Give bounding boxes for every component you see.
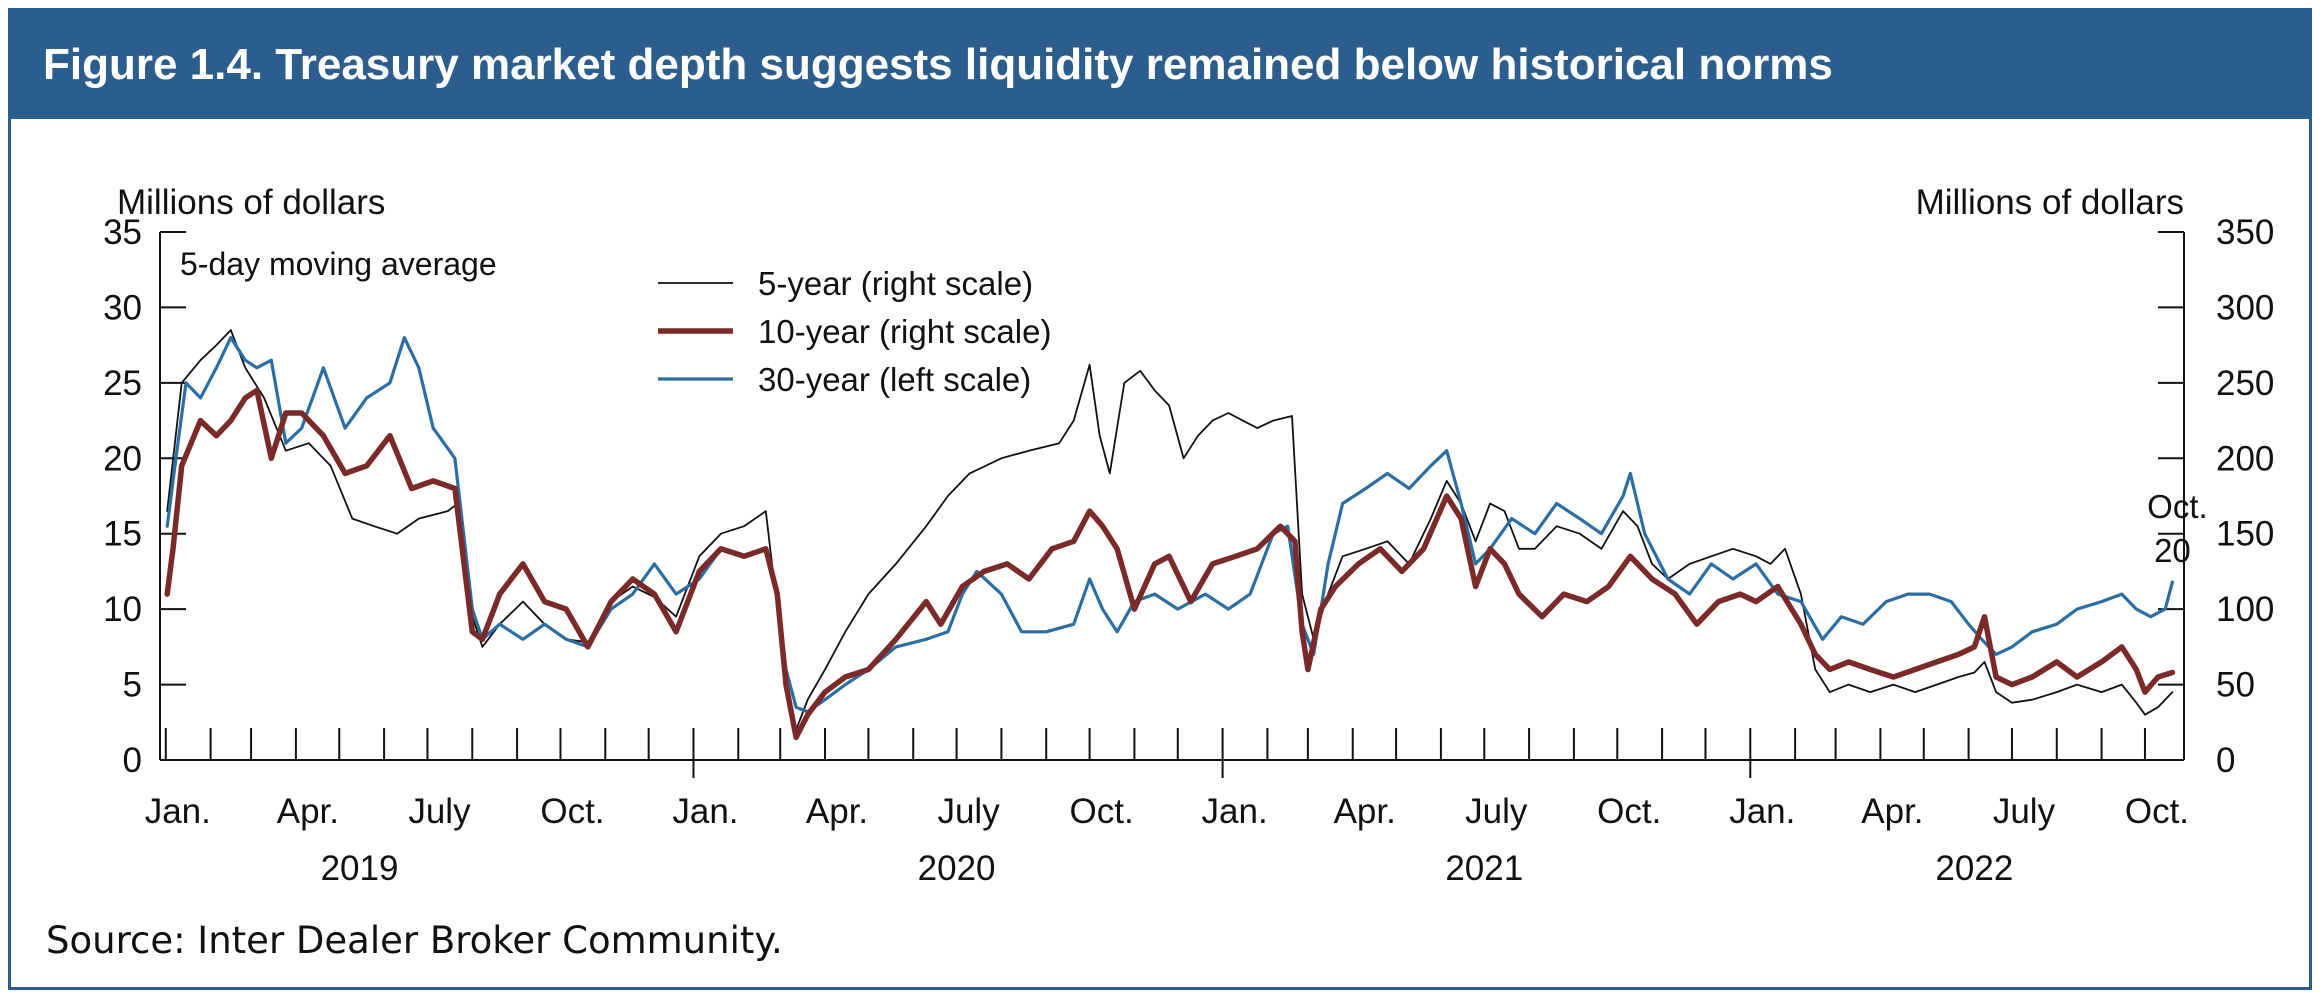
title-bar: Figure 1.4. Treasury market depth sugges… [11,11,2309,119]
series-line-3 [165,336,2174,714]
end-annotation-line2: 20 [2154,532,2191,569]
figure-title: Figure 1.4. Treasury market depth sugges… [43,40,1833,89]
x-month-label: July [1993,792,2056,831]
x-month-label: Oct. [1070,792,1134,831]
x-month-label: Apr. [1334,792,1396,831]
source-note: Source: Inter Dealer Broker Community. [46,919,783,962]
x-month-label: Oct. [1597,792,1661,831]
right-tick-label: 0 [2216,741,2235,780]
series-layer [164,329,2176,741]
end-annotation-line1: Oct. [2147,488,2208,525]
right-tick-label: 100 [2216,590,2274,629]
x-month-label: Jan. [1202,792,1268,831]
x-year-label: 2019 [321,849,399,888]
figure-frame: Figure 1.4. Treasury market depth sugges… [8,8,2312,990]
x-year-label: 2022 [1935,849,2013,888]
x-month-label: Apr. [1861,792,1923,831]
legend-label-3: 30-year (left scale) [758,361,1031,398]
left-tick-label: 20 [103,439,142,478]
right-tick-label: 50 [2216,666,2255,705]
left-tick-label: 25 [103,364,142,403]
left-tick-label: 0 [123,741,142,780]
left-tick-label: 15 [103,515,142,554]
x-month-label: July [937,792,1000,831]
left-tick-label: 5 [123,666,142,705]
right-axis-label: Millions of dollars [1916,183,2184,222]
right-tick-label: 200 [2216,439,2274,478]
x-month-label: Jan. [145,792,211,831]
right-tick-label: 300 [2216,288,2274,327]
series-line-2 [164,387,2176,741]
left-axis-label: Millions of dollars [117,183,385,222]
legend: 5-year (right scale) 10-year (right scale… [658,265,1051,398]
right-tick-label: 150 [2216,515,2274,554]
x-month-label: Oct. [540,792,604,831]
left-tick-label: 10 [103,590,142,629]
chart-labels: Millions of dollars Millions of dollars … [117,183,2184,282]
left-tick-label: 30 [103,288,142,327]
right-tick-label: 350 [2216,213,2274,252]
legend-label-2: 10-year (right scale) [758,313,1051,350]
x-month-label: Apr. [806,792,868,831]
moving-average-note: 5-day moving average [180,246,497,282]
x-month-label: Jan. [672,792,738,831]
x-year-label: 2021 [1445,849,1523,888]
x-month-label: July [1465,792,1528,831]
legend-label-1: 5-year (right scale) [758,265,1033,302]
x-month-label: Apr. [277,792,339,831]
x-month-label: July [408,792,471,831]
x-month-label: Oct. [2125,792,2189,831]
left-tick-label: 35 [103,213,142,252]
series-line-1 [166,329,2174,731]
right-tick-label: 250 [2216,364,2274,403]
x-month-label: Jan. [1729,792,1795,831]
x-year-label: 2020 [918,849,996,888]
